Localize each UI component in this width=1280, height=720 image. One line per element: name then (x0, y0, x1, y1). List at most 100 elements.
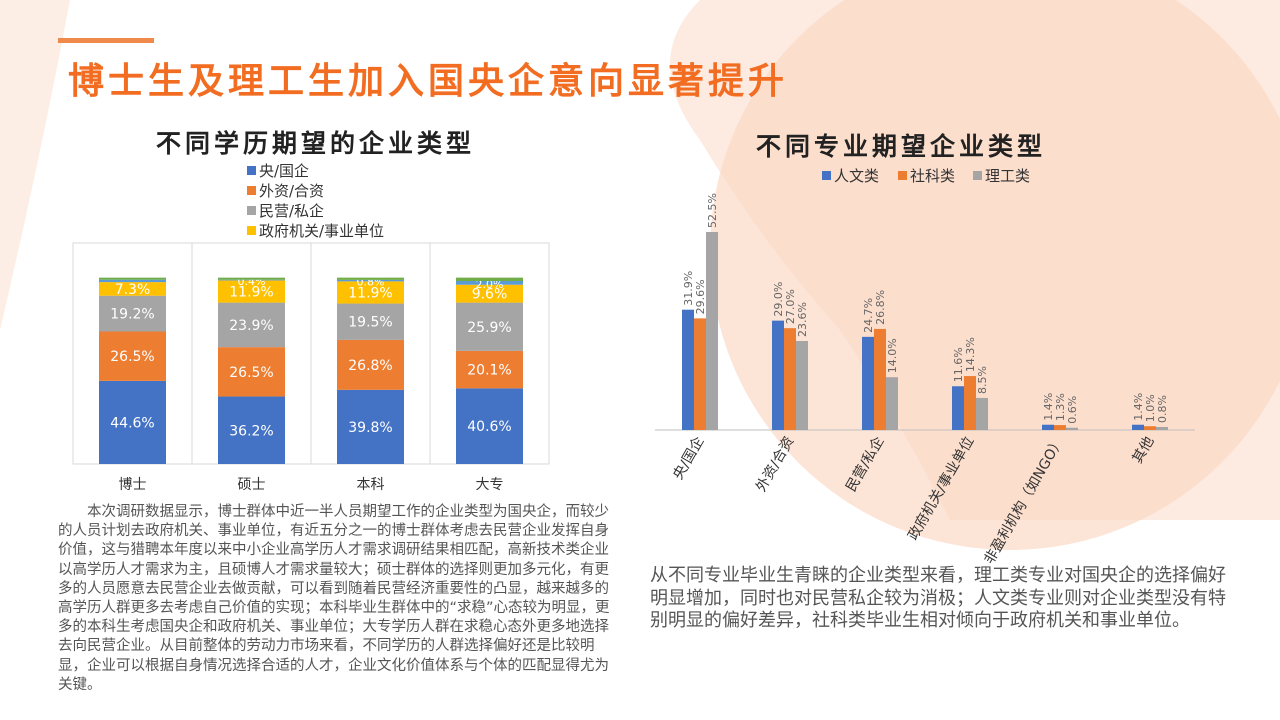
data-label: 11.6% (952, 347, 965, 382)
bar (772, 320, 784, 430)
bar (874, 328, 886, 430)
data-label: 52.5% (706, 193, 719, 228)
data-label: 7.3% (115, 282, 151, 298)
legend-label: 外资/合资 (259, 182, 325, 200)
bar-segment (99, 277, 166, 280)
data-label: 26.8% (348, 358, 392, 374)
bar (796, 340, 808, 430)
bar-segment (456, 302, 523, 351)
data-label: 29.0% (772, 282, 785, 317)
legend-label: 人文类 (834, 167, 880, 185)
data-label: 23.9% (229, 318, 273, 334)
page-title: 博士生及理工生加入国央企意向显著提升 (68, 61, 789, 102)
bar (1132, 424, 1144, 430)
bar (976, 397, 988, 430)
legend-swatch (898, 171, 907, 180)
bar-segment (99, 331, 166, 381)
data-label: 2.0% (476, 278, 504, 291)
data-label: 9.6% (472, 287, 508, 303)
bar-segment (218, 302, 285, 348)
title-accent-line (58, 38, 154, 43)
right-chart-title: 不同专业期望企业类型 (756, 132, 1047, 161)
bar-segment (456, 350, 523, 389)
legend-swatch (247, 186, 256, 195)
bar-segment (456, 284, 523, 303)
x-tick-label: 博士 (119, 476, 147, 493)
right-legend-item: 社科类 (898, 165, 955, 186)
bar-segment (99, 295, 166, 332)
bar (1156, 426, 1168, 430)
data-label: 1.4% (1132, 393, 1145, 421)
legend-label: 政府机关/事业单位 (259, 222, 385, 240)
data-label: 40.6% (467, 419, 511, 435)
data-label: 14.0% (886, 338, 899, 373)
right-legend-item: 人文类 (822, 165, 879, 186)
legend-label: 民营/私企 (259, 202, 325, 220)
x-tick-label: 本科 (357, 477, 385, 493)
bar (862, 336, 874, 430)
x-tick-label: 外资/合资 (753, 434, 797, 495)
bar-segment (337, 389, 404, 464)
x-tick-label: 央/国企 (669, 434, 707, 483)
bar (1042, 424, 1054, 430)
bar (952, 386, 964, 430)
data-label: 25.9% (467, 320, 511, 336)
bar (706, 232, 718, 430)
data-label: 19.5% (348, 315, 392, 331)
bar-segment (337, 281, 404, 304)
left-legend-item: 外资/合资 (247, 180, 324, 201)
data-label: 11.9% (348, 285, 392, 301)
data-label: 23.6% (796, 302, 809, 337)
legend-label: 央/国企 (259, 162, 310, 180)
legend-swatch (247, 166, 256, 175)
right-legend-item: 理工类 (973, 165, 1030, 186)
bar (694, 318, 706, 430)
bar (784, 328, 796, 430)
bar-segment (337, 303, 404, 340)
x-tick-label: 硕士 (238, 477, 266, 493)
data-label: 26.8% (874, 290, 887, 325)
legend-swatch (247, 226, 256, 235)
x-tick-label: 民营/私企 (842, 434, 887, 495)
data-label: 1.3% (1054, 393, 1067, 421)
data-label: 20.1% (467, 363, 511, 379)
legend-swatch (973, 171, 982, 180)
data-label: 36.2% (229, 423, 273, 439)
bar-segment (456, 277, 523, 281)
bar-segment (218, 280, 285, 303)
data-label: 26.5% (229, 365, 273, 381)
data-label: 0.8% (1156, 395, 1169, 423)
left-legend-item: 央/国企 (247, 160, 309, 181)
bar (682, 309, 694, 430)
bar (964, 376, 976, 430)
bar-segment (218, 347, 285, 397)
left-legend-item: 政府机关/事业单位 (247, 220, 384, 241)
data-label: 24.7% (862, 298, 875, 333)
legend-swatch (247, 206, 256, 215)
data-label: 29.6% (694, 279, 707, 314)
data-label: 1.4% (1042, 393, 1055, 421)
legend-label: 理工类 (985, 167, 1031, 185)
data-label: 14.3% (964, 337, 977, 372)
bar-segment (99, 279, 166, 283)
left-blob-shape (0, 0, 70, 330)
bar-segment (337, 277, 404, 280)
data-label: 11.9% (229, 285, 273, 301)
bar-segment (456, 388, 523, 464)
data-label: 19.2% (110, 307, 154, 323)
bar (1066, 427, 1078, 430)
bar-segment (218, 279, 285, 281)
bar (1144, 426, 1156, 430)
bar-segment (337, 279, 404, 282)
x-tick-label: 政府机关/事业单位 (905, 434, 977, 543)
data-label: 1.0% (1144, 394, 1157, 422)
legend-swatch (822, 171, 831, 180)
data-label: 39.8% (348, 420, 392, 436)
x-tick-label: 大专 (476, 477, 504, 493)
bar-segment (337, 339, 404, 390)
left-analysis-paragraph: 本次调研数据显示，博士群体中近一半人员期望工作的企业类型为国央企，而较少的人员计… (58, 504, 610, 693)
bar-segment (99, 380, 166, 464)
